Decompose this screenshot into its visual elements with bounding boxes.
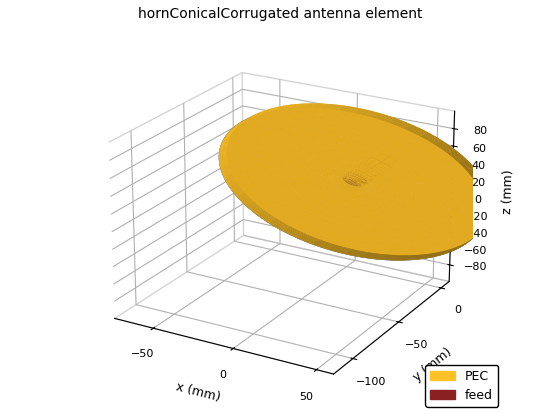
Title: hornConicalCorrugated antenna element: hornConicalCorrugated antenna element: [138, 7, 422, 21]
X-axis label: x (mm): x (mm): [174, 381, 222, 404]
Legend: PEC, feed: PEC, feed: [425, 365, 498, 407]
Y-axis label: y (mm): y (mm): [410, 345, 454, 383]
